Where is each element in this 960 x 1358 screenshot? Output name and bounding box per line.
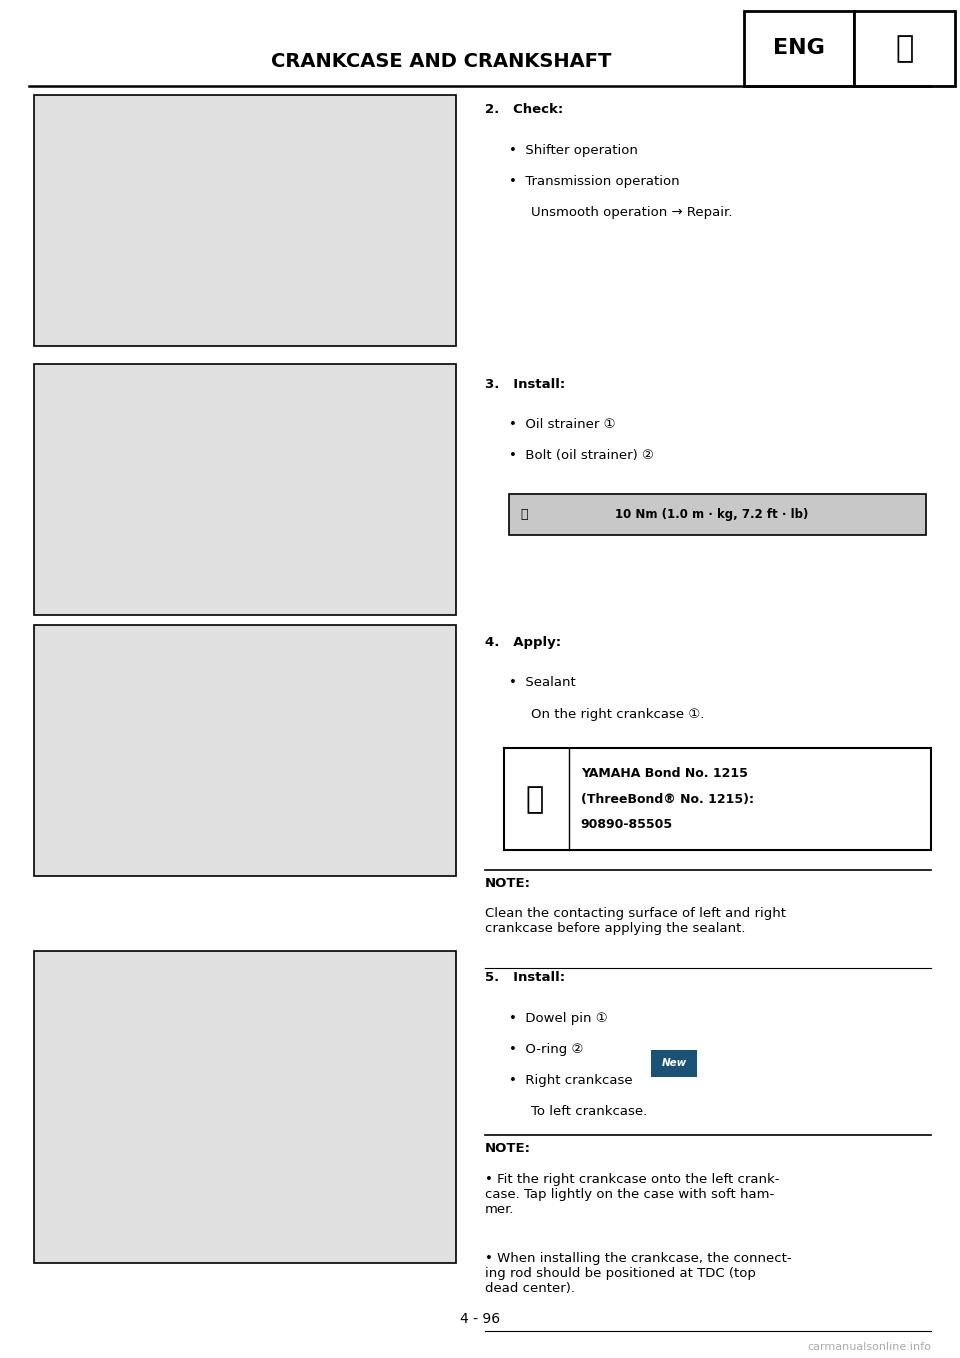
Text: •  Shifter operation: • Shifter operation: [509, 144, 637, 158]
Bar: [744, 11, 854, 86]
Text: 🔧: 🔧: [520, 508, 528, 521]
Text: ENG: ENG: [773, 38, 826, 58]
Text: (ThreeBond® No. 1215):: (ThreeBond® No. 1215):: [581, 793, 754, 805]
Text: YAMAHA Bond No. 1215: YAMAHA Bond No. 1215: [581, 767, 748, 781]
Bar: [854, 11, 955, 86]
Text: •  O-ring ②: • O-ring ②: [509, 1043, 583, 1057]
Text: 4 - 96: 4 - 96: [460, 1312, 500, 1325]
Text: •  Sealant: • Sealant: [509, 676, 576, 690]
Text: To left crankcase.: To left crankcase.: [531, 1105, 647, 1119]
Text: 2.   Check:: 2. Check:: [485, 103, 564, 117]
Text: •  Transmission operation: • Transmission operation: [509, 175, 680, 189]
Bar: [34, 625, 456, 876]
Bar: [34, 951, 456, 1263]
Text: 10 Nm (1.0 m · kg, 7.2 ft · lb): 10 Nm (1.0 m · kg, 7.2 ft · lb): [614, 508, 808, 521]
Text: 4.   Apply:: 4. Apply:: [485, 636, 561, 649]
Text: •  Bolt (oil strainer) ②: • Bolt (oil strainer) ②: [509, 449, 654, 463]
Text: 🔧: 🔧: [525, 785, 544, 813]
Text: On the right crankcase ①.: On the right crankcase ①.: [531, 708, 705, 721]
Bar: [34, 95, 456, 346]
Bar: [651, 1050, 697, 1077]
Text: • Fit the right crankcase onto the left crank-
case. Tap lightly on the case wit: • Fit the right crankcase onto the left …: [485, 1173, 780, 1217]
Text: •  Right crankcase: • Right crankcase: [509, 1074, 633, 1088]
Text: Unsmooth operation → Repair.: Unsmooth operation → Repair.: [531, 206, 732, 220]
Bar: [34, 364, 456, 615]
Text: carmanualsonline.info: carmanualsonline.info: [807, 1342, 931, 1351]
Text: 90890-85505: 90890-85505: [581, 818, 673, 831]
Text: CRANKCASE AND CRANKSHAFT: CRANKCASE AND CRANKSHAFT: [272, 52, 612, 71]
Text: 5.   Install:: 5. Install:: [485, 971, 564, 985]
Text: ⛓: ⛓: [896, 34, 914, 62]
Text: Clean the contacting surface of left and right
crankcase before applying the sea: Clean the contacting surface of left and…: [485, 907, 786, 936]
Text: NOTE:: NOTE:: [485, 1142, 531, 1156]
Text: • When installing the crankcase, the connect-
ing rod should be positioned at TD: • When installing the crankcase, the con…: [485, 1252, 791, 1296]
Bar: [504, 748, 931, 850]
Text: New: New: [661, 1058, 686, 1069]
Text: NOTE:: NOTE:: [485, 877, 531, 891]
Bar: [509, 494, 926, 535]
Text: •  Oil strainer ①: • Oil strainer ①: [509, 418, 615, 432]
Text: 3.   Install:: 3. Install:: [485, 378, 565, 391]
Text: •  Dowel pin ①: • Dowel pin ①: [509, 1012, 608, 1025]
